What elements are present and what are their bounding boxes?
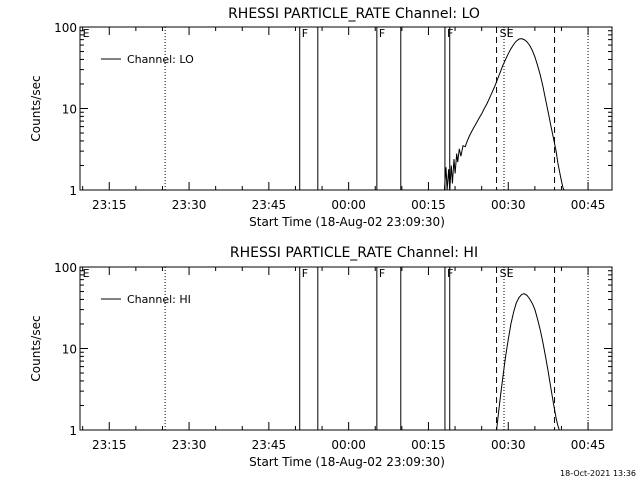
x-tick-label: 00:45 [571,198,606,212]
flag-label: F [379,267,385,280]
chart-title: RHESSI PARTICLE_RATE Channel: LO [228,6,480,22]
y-axis-label: Counts/sec [29,75,43,141]
flag-label: F [302,267,308,280]
chart-panel-hi: RHESSI PARTICLE_RATE Channel: HIE F F F S E23… [29,245,613,469]
flag-label: E [507,267,514,280]
x-tick-label: 23:30 [172,438,207,452]
x-tick-label: 00:00 [331,198,366,212]
y-tick-label: 1 [69,184,77,198]
x-tick-label: 00:15 [411,438,446,452]
timestamp-footer: 18-Oct-2021 13:36 [560,469,636,478]
flag-label: F [447,27,453,40]
x-tick-label: 23:45 [252,198,287,212]
x-tick-label: 00:15 [411,198,446,212]
series-line [496,293,560,431]
y-tick-label: 100 [54,261,77,275]
x-tick-label: 23:45 [252,438,287,452]
flag-label: S [500,267,507,280]
flag-label: E [507,27,514,40]
chart-title: RHESSI PARTICLE_RATE Channel: HI [230,245,478,261]
x-tick-label: 00:30 [491,198,526,212]
chart-panel-lo: RHESSI PARTICLE_RATE Channel: LOE F F F S E23… [29,6,613,229]
flag-label: E [83,27,90,40]
plot-frame [79,266,613,431]
y-tick-label: 100 [54,21,77,35]
y-tick-label: 10 [62,103,77,117]
x-tick-label: 23:30 [172,198,207,212]
flag-label: F [379,27,385,40]
x-tick-label: 23:15 [92,438,127,452]
legend-label: Channel: LO [127,53,194,66]
x-axis-label: Start Time (18-Aug-02 23:09:30) [249,215,445,229]
x-tick-label: 23:15 [92,198,127,212]
series-line [443,38,565,191]
legend-label: Channel: HI [127,293,191,306]
flag-label: E [83,267,90,280]
x-tick-label: 00:00 [331,438,366,452]
flag-label: S [500,27,507,40]
x-tick-label: 00:30 [491,438,526,452]
y-axis-label: Counts/sec [29,315,43,381]
x-tick-label: 00:45 [571,438,606,452]
y-tick-label: 1 [69,424,77,438]
flag-label: F [447,267,453,280]
flag-label: F [302,27,308,40]
y-tick-label: 10 [62,343,77,357]
x-axis-label: Start Time (18-Aug-02 23:09:30) [249,455,445,469]
